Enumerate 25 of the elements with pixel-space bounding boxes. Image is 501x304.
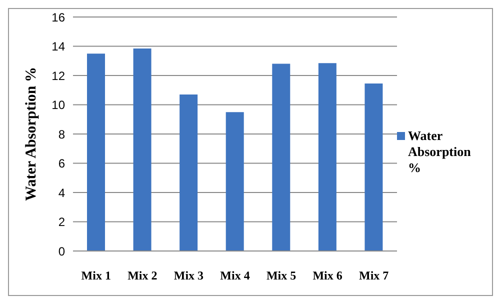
y-tick-label: 12 [52, 68, 66, 83]
bar [180, 94, 198, 251]
y-tick-label: 6 [58, 156, 66, 171]
x-tick-label: Mix 6 [312, 268, 342, 283]
x-tick-label: Mix 1 [81, 268, 111, 283]
y-tick-label: 4 [58, 186, 66, 200]
y-axis-title: Water Absorption % [23, 67, 40, 201]
y-tick-label: 0 [58, 244, 66, 258]
y-tick-label: 10 [52, 98, 66, 112]
y-tick-label: 14 [52, 40, 66, 54]
y-tick-label: 16 [52, 10, 66, 24]
x-tick-label: Mix 5 [266, 268, 296, 283]
bar [87, 54, 105, 251]
y-tick-label: 8 [58, 127, 66, 142]
bar [364, 84, 383, 251]
bar [133, 48, 152, 251]
x-tick-label: Mix 4 [220, 268, 250, 283]
x-tick-label: Mix 7 [359, 268, 389, 283]
x-tick-label: Mix 2 [128, 268, 158, 283]
bar [226, 112, 244, 251]
x-tick-label: Mix 3 [174, 268, 204, 283]
y-tick-label: 2 [58, 215, 66, 230]
bar [272, 64, 290, 251]
legend-label: Water Absorption % [408, 128, 472, 176]
bar [318, 63, 336, 251]
